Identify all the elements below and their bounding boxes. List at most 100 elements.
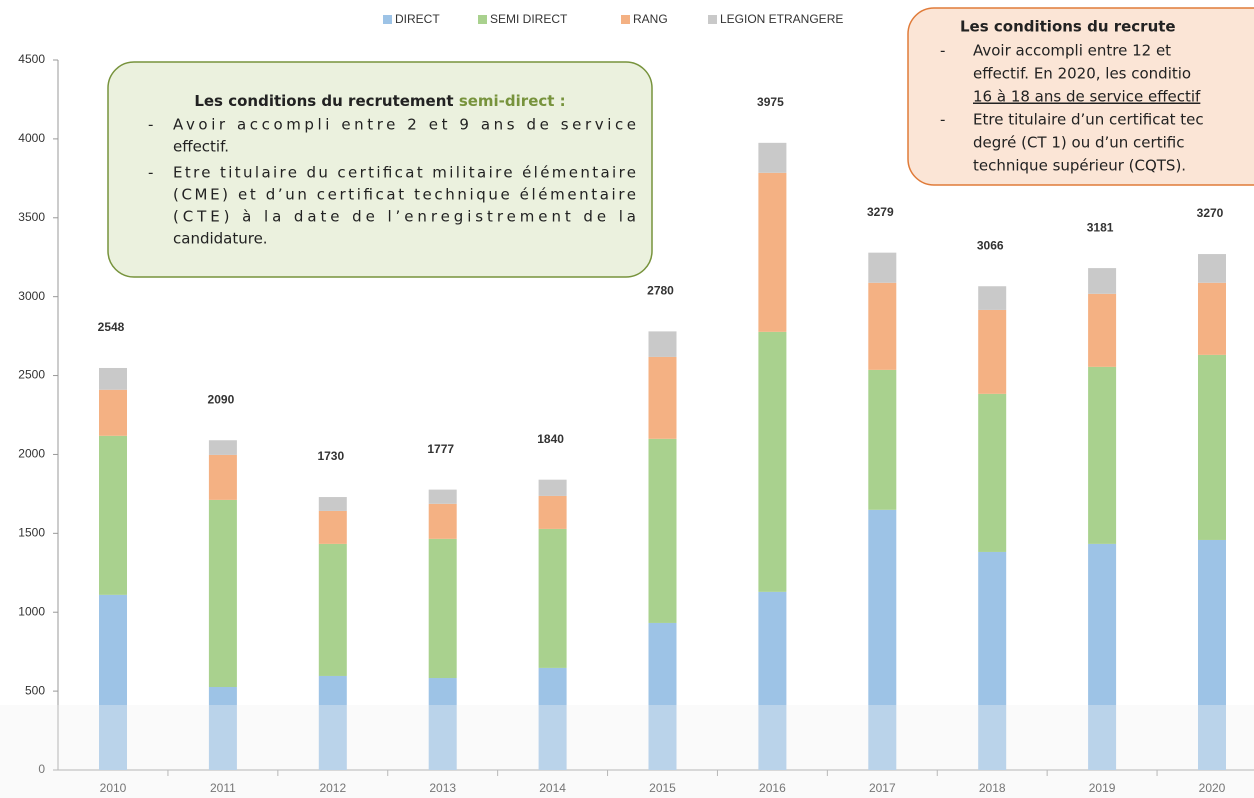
bar-segment	[99, 435, 127, 595]
y-tick-label: 1500	[18, 526, 45, 540]
bar-segment	[868, 509, 897, 770]
bar-segment	[428, 503, 457, 539]
annotation-line: effectif. En 2020, les conditio	[973, 65, 1191, 83]
bullet-dash: -	[940, 111, 945, 129]
annotation-line: (CTE) à la date de l’enregistrement de l…	[173, 208, 636, 226]
annotation-line: candidature.	[173, 230, 268, 248]
bar-segment	[538, 528, 567, 668]
annotation-line: 16 à 18 ans de service effectif	[973, 88, 1201, 106]
bullet-dash: -	[148, 116, 153, 134]
legend-swatch	[383, 15, 392, 24]
bullet-dash: -	[148, 164, 153, 182]
bar-segment	[978, 551, 1007, 770]
bar-segment	[208, 454, 237, 500]
annotation-title-text: Les conditions du recrutement	[194, 92, 458, 110]
y-tick-label: 4000	[18, 131, 45, 145]
x-tick-label: 2017	[869, 781, 896, 795]
total-label: 3279	[867, 205, 894, 219]
bar-segment	[978, 309, 1007, 394]
y-tick-label: 2000	[18, 447, 45, 461]
total-label: 1840	[537, 432, 564, 446]
bar-segment	[428, 678, 457, 770]
bottom-band	[0, 705, 1254, 798]
bar-segment	[99, 594, 127, 770]
bar-segment	[428, 489, 457, 504]
bar-segment	[1198, 254, 1226, 283]
x-tick-label: 2013	[429, 781, 456, 795]
legend-swatch	[708, 15, 717, 24]
bar-segment	[758, 142, 787, 173]
bar-segment	[648, 331, 677, 357]
bar-segment	[318, 675, 347, 770]
annotation-line: effectif.	[173, 138, 229, 156]
y-tick-label: 4500	[18, 52, 45, 66]
bar-segment	[978, 286, 1007, 310]
bar-segment	[868, 252, 897, 283]
y-tick-label: 3000	[18, 289, 45, 303]
legend-label: SEMI DIRECT	[490, 12, 568, 26]
bar-segment	[1088, 366, 1117, 544]
x-tick-label: 2015	[649, 781, 676, 795]
x-tick-label: 2019	[1089, 781, 1116, 795]
bar-segment	[99, 367, 127, 390]
bar-segment	[868, 369, 897, 510]
bar-segment	[538, 495, 567, 529]
annotation-title: Les conditions du recrute	[960, 18, 1176, 36]
bar-segment	[758, 331, 787, 592]
bar-segment	[978, 393, 1007, 552]
total-label: 3975	[757, 95, 784, 109]
legend-swatch	[621, 15, 630, 24]
bar-segment	[318, 543, 347, 676]
total-label: 2780	[647, 284, 674, 298]
bar-segment	[538, 667, 567, 770]
bar-segment	[1088, 293, 1117, 367]
x-tick-label: 2012	[319, 781, 346, 795]
annotation-box	[107, 61, 653, 278]
bar-segment	[318, 510, 347, 544]
total-label: 3270	[1197, 206, 1224, 220]
annotation-title-highlight: semi-direct :	[459, 92, 566, 110]
total-label: 3066	[977, 238, 1004, 252]
y-tick-label: 3500	[18, 210, 45, 224]
x-tick-label: 2020	[1199, 781, 1226, 795]
x-tick-label: 2016	[759, 781, 786, 795]
bar-segment	[1198, 539, 1226, 770]
bar-segment	[208, 440, 237, 455]
annotation-box	[907, 7, 1254, 186]
bar-segment	[868, 282, 897, 370]
y-tick-label: 2500	[18, 368, 45, 382]
bar-segment	[538, 479, 567, 496]
bar-segment	[318, 497, 347, 511]
x-tick-label: 2010	[100, 781, 127, 795]
bar-segment	[648, 622, 677, 770]
bar-segment	[1198, 282, 1226, 355]
bar-segment	[208, 499, 237, 688]
annotation-line: degré (CT 1) ou d’un certific	[973, 134, 1184, 152]
bar-segment	[648, 356, 677, 439]
bar-segment	[1198, 354, 1226, 540]
annotation-line: technique supérieur (CQTS).	[973, 157, 1186, 175]
total-label: 2548	[98, 320, 125, 334]
legend-label: RANG	[633, 12, 668, 26]
x-tick-label: 2014	[539, 781, 566, 795]
legend-label: LEGION ETRANGERE	[720, 12, 843, 26]
total-label: 1730	[317, 449, 344, 463]
bar-segment	[1088, 268, 1117, 294]
bullet-dash: -	[940, 42, 945, 60]
annotation-line: Avoir accompli entre 12 et	[973, 42, 1171, 60]
bar-segment	[99, 389, 127, 436]
bar-segment	[1088, 543, 1117, 770]
bar-segment	[758, 172, 787, 332]
y-tick-label: 1000	[18, 604, 45, 618]
legend-label: DIRECT	[395, 12, 440, 26]
x-tick-label: 2011	[210, 781, 236, 795]
total-label: 3181	[1087, 220, 1114, 234]
bar-segment	[208, 687, 237, 770]
bar-segment	[428, 538, 457, 679]
legend-swatch	[478, 15, 487, 24]
total-label: 1777	[427, 442, 454, 456]
y-tick-label: 500	[25, 683, 45, 697]
x-tick-label: 2018	[979, 781, 1006, 795]
bar-segment	[758, 591, 787, 770]
